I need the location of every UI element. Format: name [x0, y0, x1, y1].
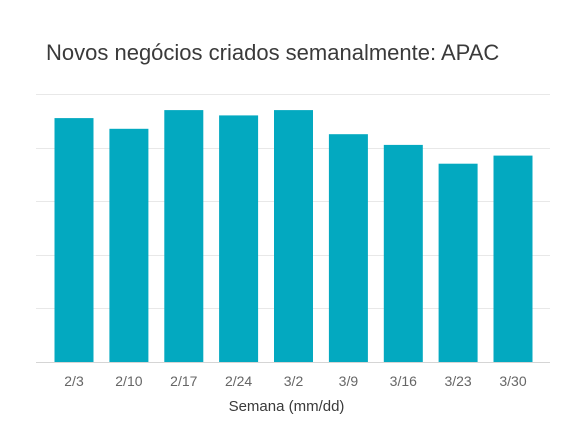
- bar-3-2: [274, 110, 313, 362]
- x-tick-label: 3/9: [339, 373, 359, 389]
- x-tick-label: 3/30: [499, 373, 526, 389]
- x-tick-label: 2/3: [64, 373, 84, 389]
- x-tick-label: 3/23: [444, 373, 471, 389]
- x-tick-label: 2/10: [115, 373, 142, 389]
- bar-3-30: [493, 155, 533, 362]
- chart-title: Novos negócios criados semanalmente: APA…: [46, 40, 500, 65]
- bar-2-10: [109, 128, 149, 362]
- bar-2-17: [164, 110, 204, 362]
- x-tick-label: 2/17: [170, 373, 197, 389]
- bar-3-23: [438, 163, 478, 362]
- bar-3-16: [383, 144, 423, 362]
- x-axis-title: Semana (mm/dd): [228, 398, 345, 415]
- bar-2-3: [54, 118, 94, 362]
- bar-3-9: [328, 134, 368, 362]
- x-tick-label: 3/16: [390, 373, 417, 389]
- x-tick-label: 3/2: [284, 373, 304, 389]
- x-tick-label: 2/24: [225, 373, 252, 389]
- bar-2-24: [219, 115, 259, 363]
